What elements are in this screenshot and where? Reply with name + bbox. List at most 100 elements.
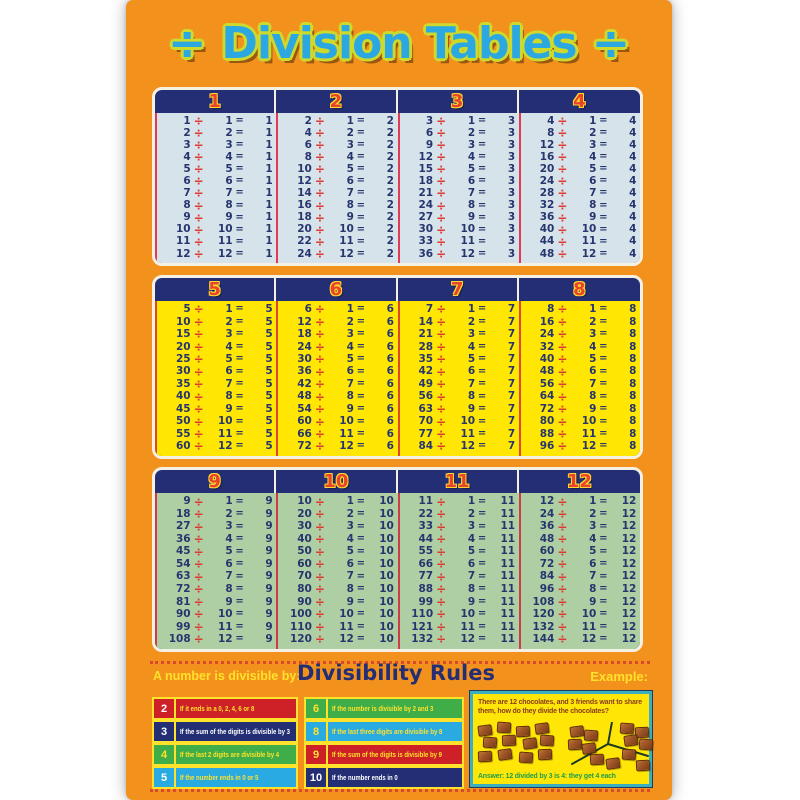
divisor: 10 bbox=[581, 415, 597, 428]
divisor: 10 bbox=[218, 223, 233, 236]
divisor: 12 bbox=[218, 633, 233, 646]
quotient: 12 bbox=[621, 495, 637, 508]
divide-sign-icon: ÷ bbox=[557, 186, 568, 201]
chocolate-icon bbox=[589, 753, 605, 766]
quotient: 11 bbox=[500, 570, 516, 583]
equation-row: 60 ÷ 12 = 5 bbox=[161, 440, 273, 452]
quotient: 1 bbox=[265, 138, 273, 151]
dividend: 60 bbox=[539, 545, 555, 558]
quotient: 3 bbox=[507, 199, 516, 212]
dividend: 12 bbox=[418, 151, 434, 163]
divide-sign-icon: ÷ bbox=[557, 582, 568, 597]
divide-sign-icon: ÷ bbox=[557, 198, 568, 213]
divisor: 6 bbox=[589, 365, 597, 378]
dividend: 36 bbox=[176, 532, 191, 545]
quotient: 12 bbox=[621, 557, 637, 570]
divisor: 7 bbox=[589, 187, 597, 200]
rule-text: If the last three digits are divisible b… bbox=[332, 727, 443, 736]
divide-sign-icon: ÷ bbox=[193, 607, 204, 622]
divide-icon: ÷ bbox=[167, 16, 207, 70]
equation-row: 50 ÷ 10 = 5 bbox=[161, 416, 273, 428]
divide-sign-icon: ÷ bbox=[314, 607, 325, 622]
divisor: 2 bbox=[467, 126, 476, 139]
equals-sign: = bbox=[356, 545, 366, 557]
divide-sign-icon: ÷ bbox=[314, 198, 325, 213]
divisor: 10 bbox=[339, 608, 354, 621]
divisible-by-label: A number is divisible by: bbox=[153, 669, 301, 683]
divisor: 5 bbox=[467, 353, 476, 366]
dividend: 121 bbox=[411, 620, 434, 633]
table-header-cell: 3 bbox=[398, 90, 519, 113]
rule-text-wrap: If the sum of the digits is divisible by… bbox=[176, 722, 296, 741]
divisor: 6 bbox=[589, 175, 597, 188]
divisor: 1 bbox=[225, 495, 233, 508]
dividend: 16 bbox=[539, 151, 555, 163]
divisor: 7 bbox=[346, 187, 354, 200]
divisor: 12 bbox=[581, 247, 597, 260]
rule-row: 10 If the number ends in 0 bbox=[304, 766, 464, 789]
quotient: 10 bbox=[379, 633, 394, 646]
quotient: 2 bbox=[386, 247, 394, 260]
divide-sign-icon: ÷ bbox=[193, 114, 204, 129]
divisor: 8 bbox=[589, 390, 597, 403]
dividend: 54 bbox=[176, 557, 191, 570]
equation-row: 11 ÷ 11 = 1 bbox=[161, 236, 273, 248]
divisor: 3 bbox=[589, 520, 597, 533]
equation-row: 88 ÷ 11 = 8 bbox=[524, 428, 637, 440]
equals-sign: = bbox=[599, 415, 608, 427]
equals-sign: = bbox=[477, 340, 487, 352]
divisor: 4 bbox=[225, 532, 233, 545]
equation-row: 8 ÷ 2 = 4 bbox=[524, 127, 636, 139]
equals-sign: = bbox=[599, 340, 608, 352]
divide-sign-icon: ÷ bbox=[193, 532, 204, 547]
divisor: 2 bbox=[225, 126, 233, 139]
dividend: 66 bbox=[297, 427, 312, 440]
equals-sign: = bbox=[599, 595, 608, 607]
quotient: 1 bbox=[265, 223, 273, 236]
quotient: 10 bbox=[379, 570, 394, 583]
equals-sign: = bbox=[477, 520, 487, 532]
text-part: 12 divided by 3 is 4: bbox=[503, 771, 569, 780]
quotient: 5 bbox=[265, 303, 273, 316]
quotient: 3 bbox=[507, 175, 516, 188]
equation-row: 66 ÷ 11 = 6 bbox=[282, 428, 394, 440]
equation-row: 8 ÷ 4 = 2 bbox=[282, 151, 394, 163]
rule-text: If the last 2 digits are divisible by 4 bbox=[180, 750, 280, 759]
equals-sign: = bbox=[599, 115, 608, 127]
divisor: 10 bbox=[218, 415, 233, 428]
divisor: 6 bbox=[467, 175, 476, 188]
quotient: 7 bbox=[507, 415, 516, 428]
rule-row: 8 If the last three digits are divisible … bbox=[304, 720, 464, 743]
divisor: 5 bbox=[589, 163, 597, 176]
equals-sign: = bbox=[477, 533, 487, 545]
divisor: 5 bbox=[225, 163, 233, 176]
equals-sign: = bbox=[235, 427, 244, 439]
divisor: 5 bbox=[225, 545, 233, 558]
divisor: 10 bbox=[339, 415, 354, 428]
quotient: 12 bbox=[621, 520, 637, 533]
dividend: 20 bbox=[176, 340, 191, 353]
rule-text-wrap: If it ends in a 0, 2, 4, 6 or 8 bbox=[176, 699, 296, 718]
text-part: they get 4 each bbox=[568, 771, 616, 780]
divisor: 11 bbox=[339, 620, 354, 633]
equals-sign: = bbox=[599, 608, 608, 620]
dividend: 132 bbox=[411, 633, 434, 646]
quotient: 6 bbox=[386, 315, 394, 328]
dividend: 48 bbox=[539, 365, 555, 378]
quotient: 8 bbox=[629, 365, 637, 378]
dividend: 88 bbox=[418, 583, 434, 595]
dashed-divider bbox=[150, 789, 650, 792]
equation-row: 45 ÷ 5 = 9 bbox=[161, 546, 273, 558]
dividend: 99 bbox=[176, 620, 191, 633]
dividend: 9 bbox=[183, 211, 191, 224]
divisor: 11 bbox=[339, 235, 354, 248]
equation-row: 56 ÷ 7 = 8 bbox=[524, 378, 637, 390]
table-header-number: 11 bbox=[444, 471, 470, 492]
equation-row: 33 ÷ 11 = 3 bbox=[403, 236, 516, 248]
quotient: 7 bbox=[507, 303, 516, 316]
chocolate-icon bbox=[497, 748, 513, 761]
divisor: 1 bbox=[467, 303, 476, 316]
dividend: 33 bbox=[418, 520, 434, 533]
quotient: 7 bbox=[507, 402, 516, 415]
divide-sign-icon: ÷ bbox=[557, 222, 568, 237]
